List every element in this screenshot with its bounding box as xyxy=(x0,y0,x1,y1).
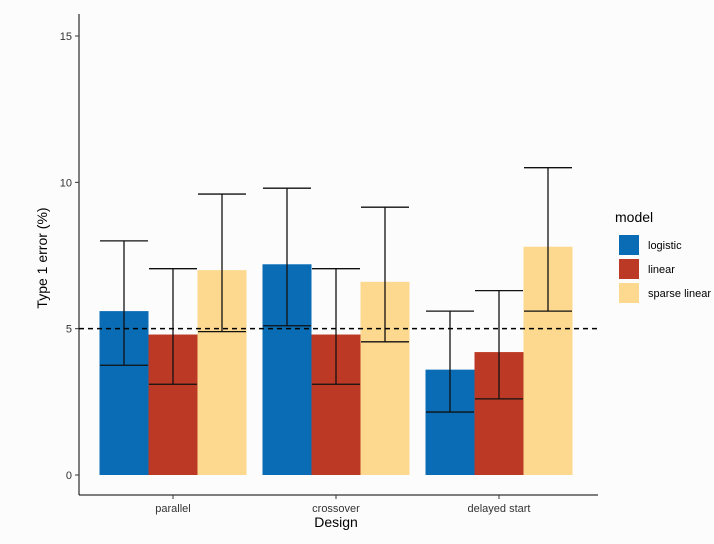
y-tick-label-5: 5 xyxy=(66,324,72,336)
legend-swatch-sparse-linear xyxy=(619,283,639,303)
y-tick-label-15: 15 xyxy=(60,31,72,43)
y-tick-label-0: 0 xyxy=(66,470,72,482)
legend-swatch-logistic xyxy=(619,235,639,255)
x-tick-label-delayed-start: delayed start xyxy=(468,503,531,515)
y-tick-label-10: 10 xyxy=(60,177,72,189)
x-axis-title: Design xyxy=(314,514,358,530)
x-tick-label-parallel: parallel xyxy=(155,503,190,515)
legend-label-logistic: logistic xyxy=(648,240,682,252)
legend-title: model xyxy=(615,209,653,225)
legend-label-linear: linear xyxy=(648,264,675,276)
legend-label-sparse-linear: sparse linear xyxy=(648,288,711,300)
y-axis-title: Type 1 error (%) xyxy=(34,207,50,308)
x-tick-label-crossover: crossover xyxy=(312,503,360,515)
legend-swatch-linear xyxy=(619,259,639,279)
